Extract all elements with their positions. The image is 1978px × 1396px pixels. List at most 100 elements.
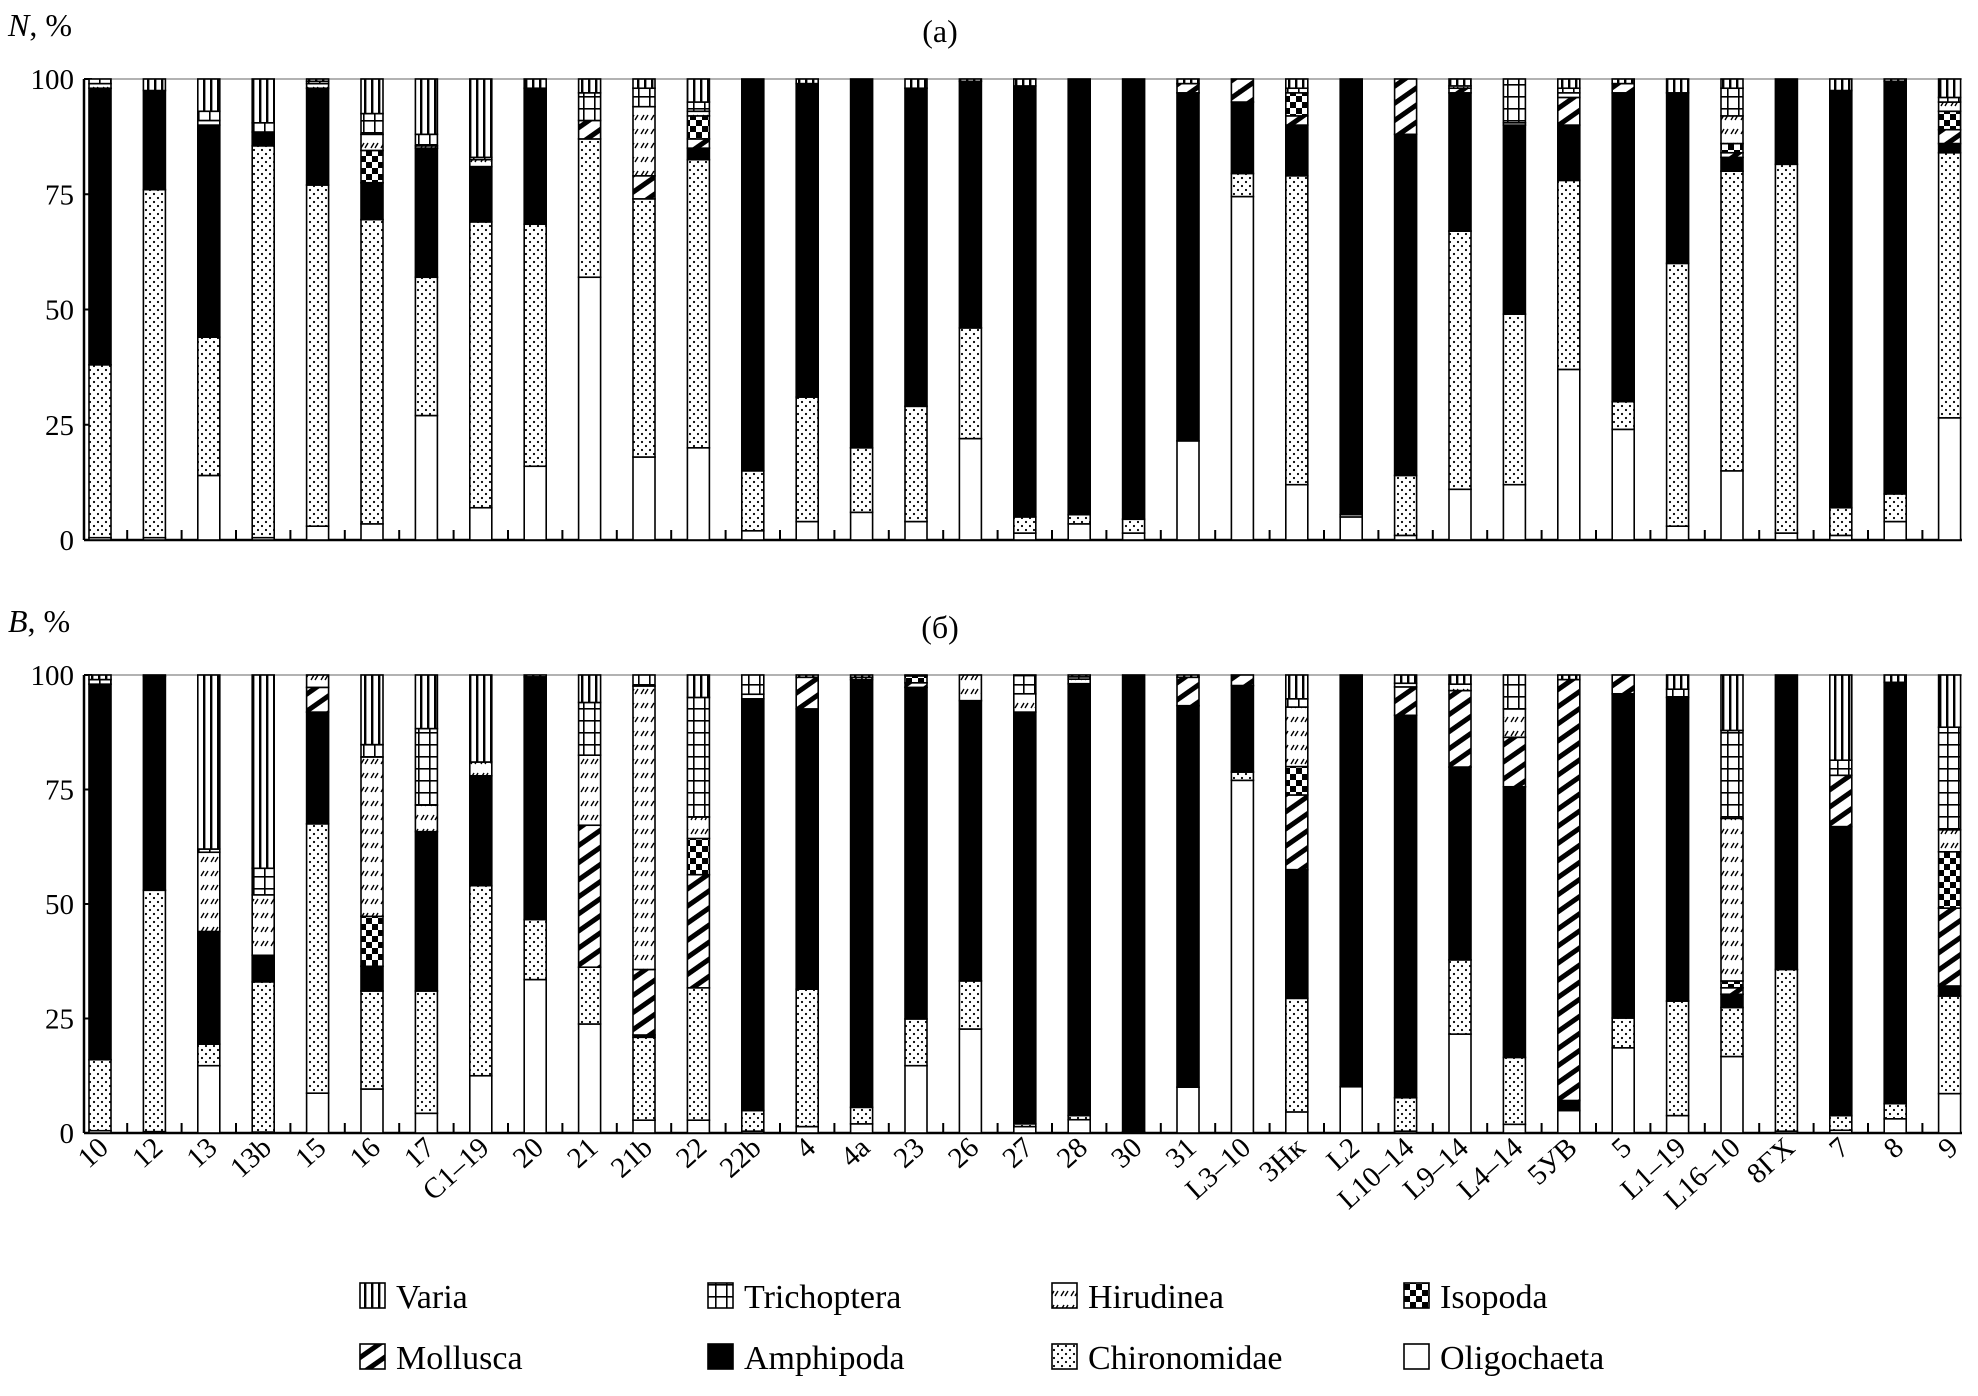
bar-segment-varia <box>577 674 602 704</box>
bar-segment-oligochaeta <box>1774 532 1799 541</box>
bar-segment-chironomidae <box>1448 230 1472 491</box>
bar-segment-trichoptera <box>251 121 275 133</box>
bar-segment-varia <box>849 674 874 679</box>
bar-23 <box>904 674 928 1134</box>
bar-21 <box>577 674 602 1134</box>
bar-segment-oligochaeta <box>1339 516 1363 541</box>
x-tick-label: 22 <box>670 1131 713 1174</box>
bar-9 <box>1937 674 1962 1134</box>
bar-segment-amphipoda <box>958 699 983 982</box>
x-tick-label: 22b <box>714 1131 768 1184</box>
bar-segment-amphipoda <box>305 87 330 186</box>
bar-segment-chironomidae <box>523 223 548 468</box>
bar-segment-varia <box>1829 674 1853 761</box>
bar-l2 <box>1339 674 1363 1134</box>
bar-segment-varia <box>360 78 384 115</box>
bar-segment-varia <box>251 674 275 870</box>
bar-segment-varia <box>1665 674 1690 690</box>
y-tick-label: 25 <box>45 410 74 442</box>
bar-segment-amphipoda <box>142 89 167 191</box>
bar-segment-chironomidae <box>305 184 330 527</box>
bar-l10-14 <box>1393 78 1418 541</box>
bar-segment-chironomidae <box>795 988 820 1128</box>
bar-segment-mollusca <box>795 676 820 710</box>
bar-segment-isopoda <box>360 915 384 968</box>
bar-15 <box>305 674 330 1134</box>
bar-31 <box>1176 674 1200 1134</box>
bar-segment-oligochaeta <box>1883 1118 1907 1134</box>
bar-l1-19 <box>1665 674 1690 1134</box>
bar-segment-mollusca <box>1937 907 1962 987</box>
bar-l2 <box>1339 78 1363 541</box>
bar-segment-mollusca <box>632 968 656 1036</box>
bar-segment-amphipoda <box>1230 101 1255 175</box>
bar-segment-isopoda <box>1285 765 1309 796</box>
bar-segment-trichoptera <box>1285 698 1309 708</box>
bar-28 <box>1067 78 1091 541</box>
bar-segment-oligochaeta <box>360 1088 384 1134</box>
bar-segment-varia <box>1557 674 1581 681</box>
y-tick-label: 100 <box>31 64 75 96</box>
bar-segment-amphipoda <box>904 686 928 1020</box>
bar-segment-trichoptera <box>577 701 602 756</box>
x-tick-label: 23 <box>888 1131 931 1174</box>
bar-segment-mollusca <box>1448 689 1472 768</box>
bar-segment-chironomidae <box>1937 151 1962 419</box>
bar-l3-10 <box>1230 674 1255 1134</box>
bar-7 <box>1829 674 1853 1134</box>
bar-20 <box>523 78 548 541</box>
y-tick-label: 50 <box>45 295 74 327</box>
x-tick-label: 8 <box>1878 1131 1910 1164</box>
bar-segment-isopoda <box>904 675 928 684</box>
x-tick-label: 20 <box>507 1131 550 1174</box>
bar-27 <box>1012 78 1037 541</box>
bar-segment-oligochaeta <box>360 523 384 541</box>
bar-segment-amphipoda <box>1067 78 1091 516</box>
bar-segment-varia <box>795 78 820 85</box>
bar-l10-14 <box>1393 674 1418 1134</box>
bar-segment-oligochaeta <box>904 520 928 541</box>
bar-segment-chironomidae <box>632 198 656 458</box>
legend-label: Varia <box>396 1279 468 1316</box>
bar-segment-trichoptera <box>197 110 221 122</box>
bar-segment-oligochaeta <box>632 456 656 541</box>
bar-segment-oligochaeta <box>1611 1047 1635 1134</box>
bar-segment-oligochaeta <box>1665 1114 1690 1134</box>
bar-segment-oligochaeta <box>1720 1055 1744 1134</box>
bar-segment-mollusca <box>1829 774 1853 828</box>
bar-segment-amphipoda <box>197 124 221 338</box>
bar-segment-varia <box>686 78 711 103</box>
bar-segment-chironomidae <box>414 276 439 417</box>
x-tick-label: 16 <box>344 1131 387 1174</box>
bar-segment-hirudinea <box>360 133 384 152</box>
bar-segment-varia <box>305 78 330 83</box>
bar-segment-varia <box>468 78 493 159</box>
bar-segment-chironomidae <box>1393 474 1418 537</box>
bar-segment-varia <box>251 78 275 124</box>
bar-segment-amphipoda <box>1393 133 1418 477</box>
bar-segment-mollusca <box>1285 115 1309 126</box>
bar-segment-oligochaeta <box>197 1064 221 1134</box>
bar-segment-trichoptera <box>360 112 384 136</box>
bar-segment-trichoptera <box>1720 729 1744 820</box>
bar-16 <box>360 674 384 1134</box>
bar-segment-isopoda <box>1285 92 1309 117</box>
x-tick-label: 15 <box>289 1131 332 1174</box>
bar-10 <box>88 78 112 541</box>
bar-segment-chironomidae <box>251 145 275 539</box>
bar-segment-varia <box>1067 674 1091 678</box>
bar-3нк <box>1285 674 1309 1134</box>
bar-segment-amphipoda <box>251 131 275 147</box>
bar-segment-isopoda <box>1937 850 1962 909</box>
bar-l3-10 <box>1230 78 1255 541</box>
x-tick-label: 5УВ <box>1522 1131 1584 1191</box>
bar-segment-trichoptera <box>414 133 439 147</box>
bar-segment-oligochaeta <box>1448 1033 1472 1134</box>
legend: Varia Trichoptera Hirudinea Isopoda Mollusca… <box>359 1279 1604 1377</box>
bar-segment-mollusca <box>1611 82 1635 94</box>
bar-segment-amphipoda <box>686 147 711 161</box>
bar-segment-chironomidae <box>360 218 384 525</box>
bar-segment-trichoptera <box>632 674 656 687</box>
bar-l4-14 <box>1502 674 1527 1134</box>
bar-segment-hirudinea <box>468 158 493 168</box>
